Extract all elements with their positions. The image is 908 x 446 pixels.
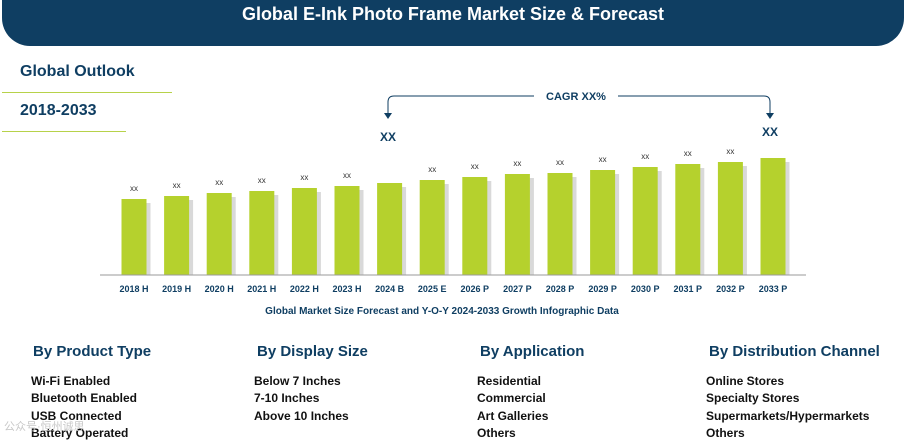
category-item: Others bbox=[706, 426, 745, 440]
bar-data-label: xx bbox=[641, 152, 649, 161]
bar-data-label: xx bbox=[258, 176, 266, 185]
bar-2033-p bbox=[760, 158, 786, 275]
x-tick-label: 2028 P bbox=[546, 284, 575, 294]
bar-2029-p bbox=[590, 170, 616, 275]
category-item: Art Galleries bbox=[477, 409, 549, 423]
category-item: Specialty Stores bbox=[706, 391, 800, 405]
category-title-display-size: By Display Size bbox=[257, 343, 368, 360]
x-tick-label: 2018 H bbox=[119, 284, 148, 294]
bar-2022-h bbox=[291, 188, 317, 275]
category-item: Above 10 Inches bbox=[254, 409, 349, 423]
bar-2018-h bbox=[121, 199, 147, 275]
x-tick-label: 2026 P bbox=[461, 284, 490, 294]
bar-data-label: xx bbox=[556, 158, 564, 167]
category-item: Others bbox=[477, 426, 516, 440]
x-tick-label: 2030 P bbox=[631, 284, 660, 294]
bar-data-label: xx bbox=[684, 149, 692, 158]
bar-2021-h bbox=[249, 191, 275, 275]
x-tick-label: 2027 P bbox=[503, 284, 532, 294]
header-bar: Global E-Ink Photo Frame Market Size & F… bbox=[2, 0, 904, 46]
bar-2031-p bbox=[675, 164, 701, 275]
category-item: Wi-Fi Enabled bbox=[31, 374, 111, 388]
end-value-label: XX bbox=[762, 125, 778, 139]
bar-chart: xx 2018 H xx 2019 H xx 2020 H xx 2021 H xx 2022 H… bbox=[100, 88, 806, 317]
bar-data-label: xx bbox=[173, 181, 181, 190]
start-value-label: XX bbox=[380, 130, 396, 144]
x-tick-label: 2021 H bbox=[247, 284, 276, 294]
cagr-label: CAGR XX% bbox=[546, 91, 606, 103]
x-tick-label: 2029 P bbox=[588, 284, 617, 294]
outlook-divider bbox=[2, 92, 172, 93]
bar-2028-p bbox=[547, 173, 573, 275]
cagr-arrow-head-end bbox=[766, 113, 774, 119]
period-label: 2018-2033 bbox=[20, 102, 97, 119]
category-title-distribution-channel: By Distribution Channel bbox=[709, 343, 880, 360]
bar-2026-p bbox=[462, 177, 488, 275]
watermark: 公众号·恒州诚思 bbox=[4, 421, 85, 433]
category-item: Battery Operated bbox=[31, 426, 129, 440]
bar-data-label: xx bbox=[343, 171, 351, 180]
category-item: Residential bbox=[477, 374, 542, 388]
bar-2019-h bbox=[164, 196, 190, 275]
category-item: 7-10 Inches bbox=[254, 391, 320, 405]
x-tick-label: 2033 P bbox=[759, 284, 788, 294]
page-title: Global E-Ink Photo Frame Market Size & F… bbox=[241, 4, 665, 24]
bar-data-label: xx bbox=[471, 162, 479, 171]
category-item: Supermarkets/Hypermarkets bbox=[706, 409, 870, 423]
bar-2023-h bbox=[334, 186, 360, 275]
bar-data-label: xx bbox=[130, 184, 138, 193]
x-tick-label: 2020 H bbox=[205, 284, 234, 294]
cagr-arrow-head-start bbox=[384, 113, 392, 119]
period-divider bbox=[2, 131, 126, 132]
x-tick-label: 2022 H bbox=[290, 284, 319, 294]
cagr-label-bg bbox=[534, 88, 618, 104]
bar-2027-p bbox=[504, 174, 530, 275]
x-tick-label: 2019 H bbox=[162, 284, 191, 294]
bar-data-label: xx bbox=[428, 165, 436, 174]
x-tick-label: 2023 H bbox=[332, 284, 361, 294]
bar-2032-p bbox=[717, 162, 743, 275]
category-item: Bluetooth Enabled bbox=[31, 391, 137, 405]
x-tick-label: 2031 P bbox=[674, 284, 703, 294]
category-title-product-type: By Product Type bbox=[33, 343, 152, 360]
x-tick-label: 2025 E bbox=[418, 284, 447, 294]
global-outlook-label: Global Outlook bbox=[20, 63, 135, 80]
bar-data-label: xx bbox=[215, 178, 223, 187]
x-tick-label: 2032 P bbox=[716, 284, 745, 294]
bar-data-label: xx bbox=[300, 173, 308, 182]
category-title-application: By Application bbox=[480, 343, 585, 360]
bar-2025-e bbox=[419, 180, 445, 275]
chart-title: Global Market Size Forecast and Y-O-Y 20… bbox=[265, 306, 619, 317]
bar-data-label: xx bbox=[599, 155, 607, 164]
x-tick-label: 2024 B bbox=[375, 284, 405, 294]
category-item: Commercial bbox=[477, 391, 546, 405]
category-item: USB Connected bbox=[31, 409, 122, 423]
category-item: Online Stores bbox=[706, 374, 785, 388]
bar-2030-p bbox=[632, 167, 658, 275]
bar-2020-h bbox=[206, 193, 232, 275]
bar-data-label: xx bbox=[726, 147, 734, 156]
category-item: Below 7 Inches bbox=[254, 374, 341, 388]
bar-data-label: xx bbox=[513, 159, 521, 168]
bar-2024-b bbox=[377, 183, 403, 275]
